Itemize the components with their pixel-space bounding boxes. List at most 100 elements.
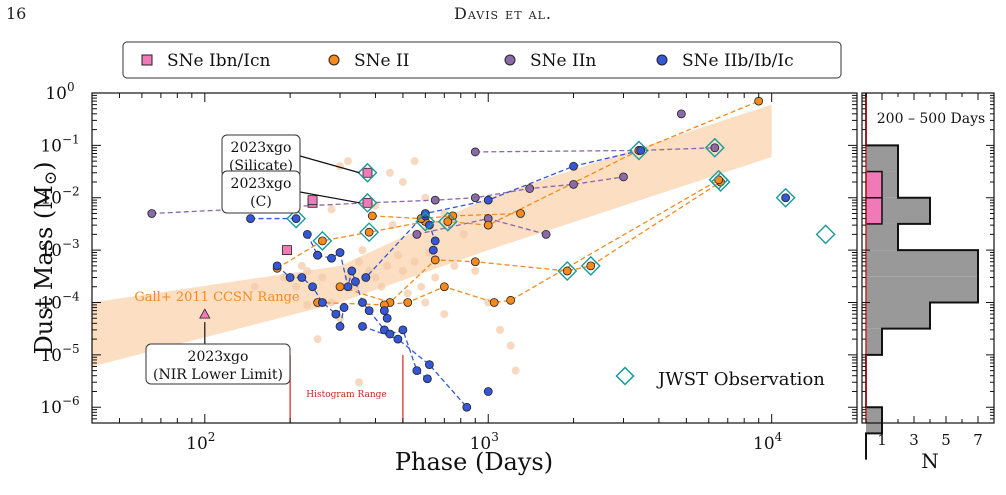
jwst-marker (775, 187, 796, 208)
sn-ii-point (562, 266, 572, 276)
sn-iib-point (569, 161, 578, 171)
sn-iib-point (335, 321, 345, 331)
legend-marker (141, 54, 153, 66)
histogram-panel: 1 3 5 7 200 – 500 Days N (861, 92, 995, 473)
faded-point (313, 335, 322, 344)
faded-point (377, 282, 386, 291)
sn-iib-point (636, 146, 646, 155)
sn-iib-point (364, 306, 374, 316)
annotation-arrow (299, 191, 360, 204)
sn-iib-point (382, 313, 392, 323)
histogram-ibn-bar (865, 196, 883, 225)
sn-ii-point (403, 298, 413, 307)
faded-point (371, 201, 380, 210)
faded-point (410, 157, 419, 166)
faded-point (365, 266, 374, 275)
y-tick-label: 10−1 (40, 132, 79, 156)
faded-point (303, 266, 312, 275)
histogram-bar (866, 302, 930, 329)
histogram-title: 200 – 500 Days (877, 111, 985, 127)
sn-iib-point (351, 277, 360, 287)
faded-point (343, 157, 352, 166)
sn-iin-point (569, 179, 578, 189)
sn-iib-point (246, 214, 255, 223)
sn-iib-point (462, 402, 472, 412)
sn-ibn-point (362, 167, 373, 178)
sn-ii-point (586, 261, 596, 271)
histogram-bar (866, 328, 882, 355)
sn-ibn-point (282, 245, 292, 256)
faded-point (383, 261, 392, 270)
sn-ibn-point (307, 195, 318, 206)
sn-ii-point (483, 220, 493, 230)
legend-marker (656, 54, 668, 66)
sn-iin-point (147, 209, 157, 218)
faded-point (355, 378, 364, 387)
main-plot: Histogram Range 2023xgo(Silicate)2023xgo… (30, 80, 858, 476)
annotation-2023xgo: 2023xgo (Silicate) (221, 134, 360, 178)
legend-label: SNe II (354, 51, 409, 71)
jwst-legend-label: JWST Observation (656, 369, 825, 390)
faded-point (393, 251, 402, 260)
sn-iib-point (379, 306, 389, 316)
sn-ii-point (470, 257, 480, 267)
legend-label: SNe Ibn/Icn (167, 51, 270, 71)
sn-iib-track (362, 325, 468, 408)
faded-point (459, 230, 468, 239)
sn-iib-point (318, 298, 327, 307)
faded-point (327, 298, 336, 307)
sn-ii-point (443, 217, 453, 227)
annotation-text: 2023xgo (231, 140, 292, 156)
annotation-2023xgo: 2023xgo (C) (221, 170, 360, 214)
histogram-tick-label: 1 (877, 431, 887, 449)
faded-point (440, 209, 449, 218)
annotation-text: 2023xgo (188, 349, 249, 365)
legend-marker (504, 54, 516, 66)
x-axis-label: Phase (Days) (395, 448, 553, 476)
sn-iib-point (398, 325, 408, 335)
legend-entry: SNe Ibn/Icn (141, 51, 270, 71)
sn-iib-point (393, 334, 403, 344)
sn-iib-point (285, 273, 295, 282)
sn-iib-point (327, 253, 336, 263)
sn-ii-point (335, 282, 345, 292)
sn-iib-point (428, 245, 438, 255)
faded-point (511, 366, 520, 375)
histogram-x-label: N (921, 449, 939, 473)
annotation-box (145, 343, 291, 385)
faded-point (440, 310, 449, 319)
x-tick-label: 104 (753, 430, 783, 454)
sn-iib-point (358, 321, 367, 331)
faded-point (421, 193, 430, 202)
sn-iib-point (358, 298, 367, 307)
sn-iib-point (335, 248, 345, 257)
sn-ii-point (430, 255, 440, 265)
y-tick-label: 10−3 (40, 237, 79, 261)
sn-iin-point (412, 229, 422, 239)
jwst-marker (557, 260, 578, 281)
sn-iin-point (430, 195, 440, 205)
legend-label: SNe IIb/Ib/Ic (682, 51, 794, 71)
histogram-range-label: Histogram Range (306, 390, 386, 400)
faded-point (318, 273, 327, 282)
sn-ii-point (754, 96, 764, 106)
running-head: Davis et al. (454, 4, 552, 23)
faded-point (371, 273, 380, 282)
y-axis-label: Dust Mass (M⊙) (30, 162, 61, 355)
histogram-ibn-bar (865, 170, 883, 199)
faded-point (431, 273, 440, 282)
sn-iib-track (424, 215, 436, 251)
jwst-marker (815, 224, 836, 245)
sn-ii-point (506, 295, 516, 305)
sn-iib-point (781, 193, 791, 203)
sn-ii-point (489, 298, 499, 307)
legend-entry: SNe IIn (504, 51, 596, 71)
sn-iib-point (424, 360, 434, 370)
faded-point (398, 266, 407, 275)
sn-iib-point (361, 273, 371, 282)
histogram-bar (866, 407, 882, 434)
sn-iin-point (541, 229, 551, 239)
sn-iib-point (302, 229, 312, 239)
jwst-marker (437, 211, 458, 232)
page-number: 16 (6, 4, 27, 23)
